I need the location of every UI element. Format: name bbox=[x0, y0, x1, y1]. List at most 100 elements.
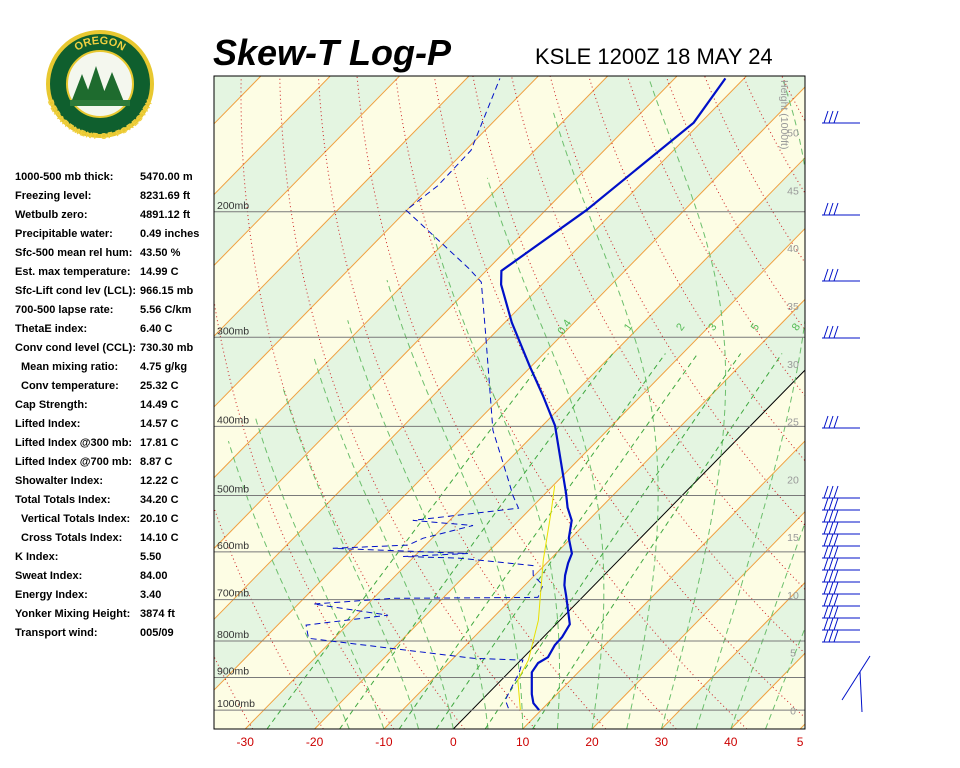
index-value: 43.50 % bbox=[140, 247, 181, 259]
isotherm bbox=[661, 581, 805, 729]
index-label: K Index: bbox=[15, 551, 58, 563]
axes: 200mb 300mb 400mb 500mb 600mb 700mb 800mb 900mb… bbox=[217, 80, 804, 749]
pressure-label: 600mb bbox=[217, 540, 249, 552]
x-tick-label: -20 bbox=[306, 735, 324, 749]
index-label: Conv cond level (CCL): bbox=[15, 342, 136, 354]
barb-staff bbox=[841, 655, 871, 701]
isotherm bbox=[314, 227, 805, 729]
index-label: Est. max temperature: bbox=[15, 266, 131, 278]
x-tick-label: 0 bbox=[450, 735, 457, 749]
index-label: Transport wind: bbox=[15, 627, 98, 639]
barb-feather bbox=[828, 593, 834, 607]
barb-feather bbox=[823, 485, 829, 499]
index-value: 4.75 g/kg bbox=[140, 361, 187, 373]
barb-feather bbox=[828, 569, 834, 583]
index-label: Conv temperature: bbox=[21, 380, 119, 392]
barb-feather bbox=[833, 569, 839, 583]
index-value: 84.00 bbox=[140, 570, 168, 582]
barb-feather bbox=[828, 509, 834, 523]
moist-adiabat bbox=[486, 177, 605, 729]
plot-area: 0.4 1 2 3 5 8 bbox=[214, 76, 960, 729]
index-label: Sfc-Lift cond lev (LCL): bbox=[15, 285, 136, 297]
barb-feather bbox=[823, 415, 829, 429]
index-label: Cap Strength: bbox=[15, 399, 88, 411]
barb-feather bbox=[828, 268, 834, 282]
barb-feather bbox=[823, 617, 829, 631]
barb-feather bbox=[823, 629, 829, 643]
index-label: 1000-500 mb thick: bbox=[15, 171, 113, 183]
moist-adiabat bbox=[227, 440, 350, 729]
barb-feather bbox=[828, 545, 834, 559]
mixing-ratio-line bbox=[532, 353, 783, 729]
dry-adiabat bbox=[317, 76, 607, 729]
index-value: 4891.12 ft bbox=[140, 209, 190, 221]
barb-feather bbox=[823, 509, 829, 523]
isotherm bbox=[214, 76, 678, 550]
index-value: 12.22 C bbox=[140, 475, 179, 487]
height-tick-label: 20 bbox=[787, 474, 799, 486]
pressure-label: 400mb bbox=[217, 414, 249, 426]
height-tick-label: 45 bbox=[787, 185, 799, 197]
index-value: 6.40 C bbox=[140, 323, 172, 335]
barb-feather bbox=[833, 509, 839, 523]
index-value: 20.10 C bbox=[140, 513, 179, 525]
x-tick-label: 30 bbox=[655, 735, 669, 749]
index-label: Energy Index: bbox=[15, 589, 88, 601]
barb-feather bbox=[828, 557, 834, 571]
height-tick-label: 35 bbox=[787, 301, 799, 313]
height-tick-label: 0 bbox=[790, 706, 796, 718]
barb-feather bbox=[833, 497, 839, 511]
index-label: Showalter Index: bbox=[15, 475, 103, 487]
dry-adiabat bbox=[433, 76, 805, 719]
barb-feather bbox=[833, 202, 839, 216]
dry-adiabat bbox=[781, 76, 805, 123]
index-value: 5.56 C/km bbox=[140, 304, 192, 316]
mixing-ratio-label: 2 bbox=[674, 321, 687, 333]
mixing-ratio-line bbox=[435, 353, 699, 729]
isotherm bbox=[522, 440, 805, 729]
index-value: 14.49 C bbox=[140, 399, 179, 411]
sounding-line bbox=[305, 78, 544, 709]
index-value: 966.15 mb bbox=[140, 285, 193, 297]
height-tick-label: 15 bbox=[787, 532, 799, 544]
barb-feather bbox=[823, 569, 829, 583]
barb-feather bbox=[833, 268, 839, 282]
moist-adiabat bbox=[553, 112, 659, 729]
index-label: Wetbulb zero: bbox=[15, 209, 88, 221]
dry-adiabat bbox=[859, 76, 960, 729]
isotherm bbox=[383, 298, 805, 729]
barb-feather bbox=[828, 533, 834, 547]
pressure-label: 800mb bbox=[217, 629, 249, 641]
mixing-ratio-line bbox=[266, 353, 549, 729]
index-label: Vertical Totals Index: bbox=[21, 513, 130, 525]
barb-staff bbox=[859, 671, 863, 713]
chart-subtitle: KSLE 1200Z 18 MAY 24 bbox=[535, 44, 773, 69]
index-label: Precipitable water: bbox=[15, 228, 113, 240]
barb-feather bbox=[828, 415, 834, 429]
barb-feather bbox=[828, 605, 834, 619]
barb-feather bbox=[828, 629, 834, 643]
moist-adiabat bbox=[695, 78, 805, 729]
height-axis-label: Height (1000ft) bbox=[778, 80, 790, 149]
isotherm bbox=[452, 369, 805, 729]
barb-feather bbox=[823, 110, 829, 124]
moist-adiabat bbox=[730, 521, 805, 729]
dry-adiabat bbox=[704, 76, 805, 264]
mixing-ratio-label: 8 bbox=[790, 321, 803, 333]
x-tick-label: 40 bbox=[724, 735, 738, 749]
isotherm bbox=[591, 510, 805, 729]
mixing-ratio-label: 1 bbox=[622, 321, 635, 333]
moist-adiabat bbox=[347, 320, 489, 729]
isotherm bbox=[214, 76, 747, 621]
mixing-ratio-label: 3 bbox=[706, 321, 719, 333]
barb-feather bbox=[828, 617, 834, 631]
dry-adiabat bbox=[214, 297, 395, 729]
index-value: 14.99 C bbox=[140, 266, 179, 278]
index-value: 3.40 bbox=[140, 589, 161, 601]
pressure-label: 900mb bbox=[217, 665, 249, 677]
x-tick-label: 20 bbox=[585, 735, 599, 749]
index-value: 25.32 C bbox=[140, 380, 179, 392]
index-value: 17.81 C bbox=[140, 437, 179, 449]
index-label: Yonker Mixing Height: bbox=[15, 608, 130, 620]
barb-feather bbox=[833, 545, 839, 559]
